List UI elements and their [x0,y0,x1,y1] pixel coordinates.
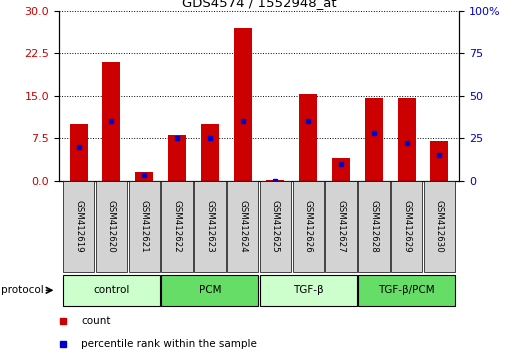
Text: control: control [93,285,130,295]
Bar [430,141,448,181]
FancyBboxPatch shape [96,182,127,272]
Text: GSM412625: GSM412625 [271,200,280,253]
Bar [70,124,88,181]
FancyBboxPatch shape [424,182,455,272]
Text: protocol: protocol [1,285,44,295]
Text: GSM412619: GSM412619 [74,200,83,253]
Text: count: count [81,316,110,326]
Bar [398,98,416,181]
Text: GSM412630: GSM412630 [435,200,444,253]
Text: TGF-β/PCM: TGF-β/PCM [379,285,435,295]
Bar [135,172,153,181]
Bar [103,62,121,181]
FancyBboxPatch shape [292,182,324,272]
FancyBboxPatch shape [391,182,422,272]
FancyBboxPatch shape [260,275,357,306]
Text: GSM412629: GSM412629 [402,200,411,253]
Bar [168,135,186,181]
FancyBboxPatch shape [129,182,160,272]
FancyBboxPatch shape [161,275,259,306]
Text: GSM412620: GSM412620 [107,200,116,253]
FancyBboxPatch shape [63,182,94,272]
FancyBboxPatch shape [325,182,357,272]
Text: GSM412623: GSM412623 [205,200,214,253]
Bar [233,28,252,181]
Text: GSM412622: GSM412622 [172,200,182,253]
Text: PCM: PCM [199,285,221,295]
Text: TGF-β: TGF-β [293,285,324,295]
Title: GDS4574 / 1552948_at: GDS4574 / 1552948_at [182,0,337,10]
Text: GSM412628: GSM412628 [369,200,379,253]
Text: GSM412621: GSM412621 [140,200,149,253]
FancyBboxPatch shape [358,182,389,272]
FancyBboxPatch shape [358,275,455,306]
Bar [299,95,317,181]
Bar [365,98,383,181]
Text: GSM412626: GSM412626 [304,200,313,253]
FancyBboxPatch shape [194,182,226,272]
FancyBboxPatch shape [227,182,259,272]
FancyBboxPatch shape [161,182,193,272]
Bar [201,124,219,181]
FancyBboxPatch shape [260,182,291,272]
FancyBboxPatch shape [63,275,160,306]
Text: percentile rank within the sample: percentile rank within the sample [81,339,257,349]
Bar [332,158,350,181]
Text: GSM412624: GSM412624 [238,200,247,253]
Text: GSM412627: GSM412627 [337,200,346,253]
